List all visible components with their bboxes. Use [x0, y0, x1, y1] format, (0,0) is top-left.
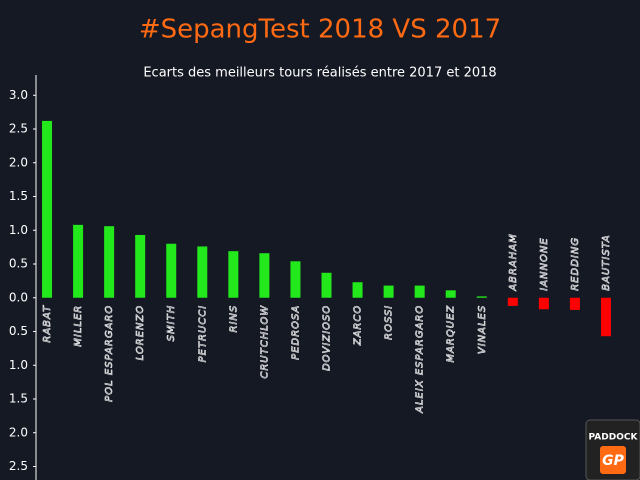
bar — [73, 224, 84, 298]
y-tick-label: 1.0 — [9, 358, 28, 372]
y-tick-label: 0.5 — [9, 257, 28, 271]
x-tick-label: RINS — [228, 305, 239, 333]
x-tick-label: ROSSI — [384, 305, 395, 340]
y-tick-label: 2.5 — [9, 122, 28, 136]
chart-subtitle: Ecarts des meilleurs tours réalisés entr… — [143, 66, 496, 81]
x-tick-label: BAUTISTA — [601, 234, 612, 290]
bar — [569, 297, 580, 310]
y-tick-label: 2.0 — [9, 155, 28, 169]
x-tick-label: REDDING — [570, 237, 581, 291]
bar — [352, 282, 363, 298]
y-tick-label: 2.5 — [9, 459, 28, 473]
bar — [166, 243, 177, 298]
x-tick-label: ZARCO — [353, 305, 364, 347]
x-tick-label: ALEIX ESPARGARO — [415, 305, 426, 414]
x-tick-label: LORENZO — [135, 305, 146, 361]
bar — [290, 261, 301, 298]
y-tick-label: 0.0 — [9, 290, 28, 304]
bar — [42, 120, 53, 298]
bar — [414, 285, 425, 298]
x-tick-label: POL ESPARGARO — [104, 305, 115, 402]
bar — [104, 226, 115, 298]
y-tick-label: 1.0 — [9, 223, 28, 237]
x-tick-label: MILLER — [73, 305, 84, 347]
y-tick-label: 1.5 — [9, 189, 28, 203]
bar — [259, 253, 270, 298]
x-tick-label: SMITH — [166, 305, 177, 342]
chart-title: #SepangTest 2018 VS 2017 — [139, 15, 501, 45]
y-tick-label: 0.5 — [9, 324, 28, 338]
logo: PADDOCK GP — [585, 419, 640, 480]
x-tick-label: ABRAHAM — [508, 233, 519, 291]
bar — [228, 251, 239, 298]
x-tick-label: CRUTCHLOW — [259, 305, 270, 379]
x-tick-label: MARQUEZ — [446, 305, 457, 363]
bar — [538, 297, 549, 310]
bar — [476, 296, 487, 298]
x-tick-label: PEDROSA — [290, 305, 301, 360]
x-tick-label: PETRUCCI — [197, 305, 208, 363]
x-tick-label: RABAT — [42, 305, 53, 343]
y-tick-label: 2.0 — [9, 425, 28, 439]
logo-text: GP — [602, 453, 624, 469]
logo-badge — [600, 446, 626, 474]
x-tick-label: VINALES — [477, 305, 488, 354]
y-tick-label: 1.5 — [9, 392, 28, 406]
bar — [321, 272, 332, 298]
x-tick-label: IANNONE — [539, 237, 550, 290]
y-tick-label: 3.0 — [9, 88, 28, 102]
bar — [135, 234, 146, 298]
bar — [600, 297, 611, 337]
bar — [197, 246, 208, 298]
bar — [445, 290, 456, 298]
logo-text: PADDOCK — [589, 433, 639, 443]
x-tick-label: DOVIZIOSO — [322, 305, 333, 371]
bar — [507, 297, 518, 306]
bar — [383, 285, 394, 298]
